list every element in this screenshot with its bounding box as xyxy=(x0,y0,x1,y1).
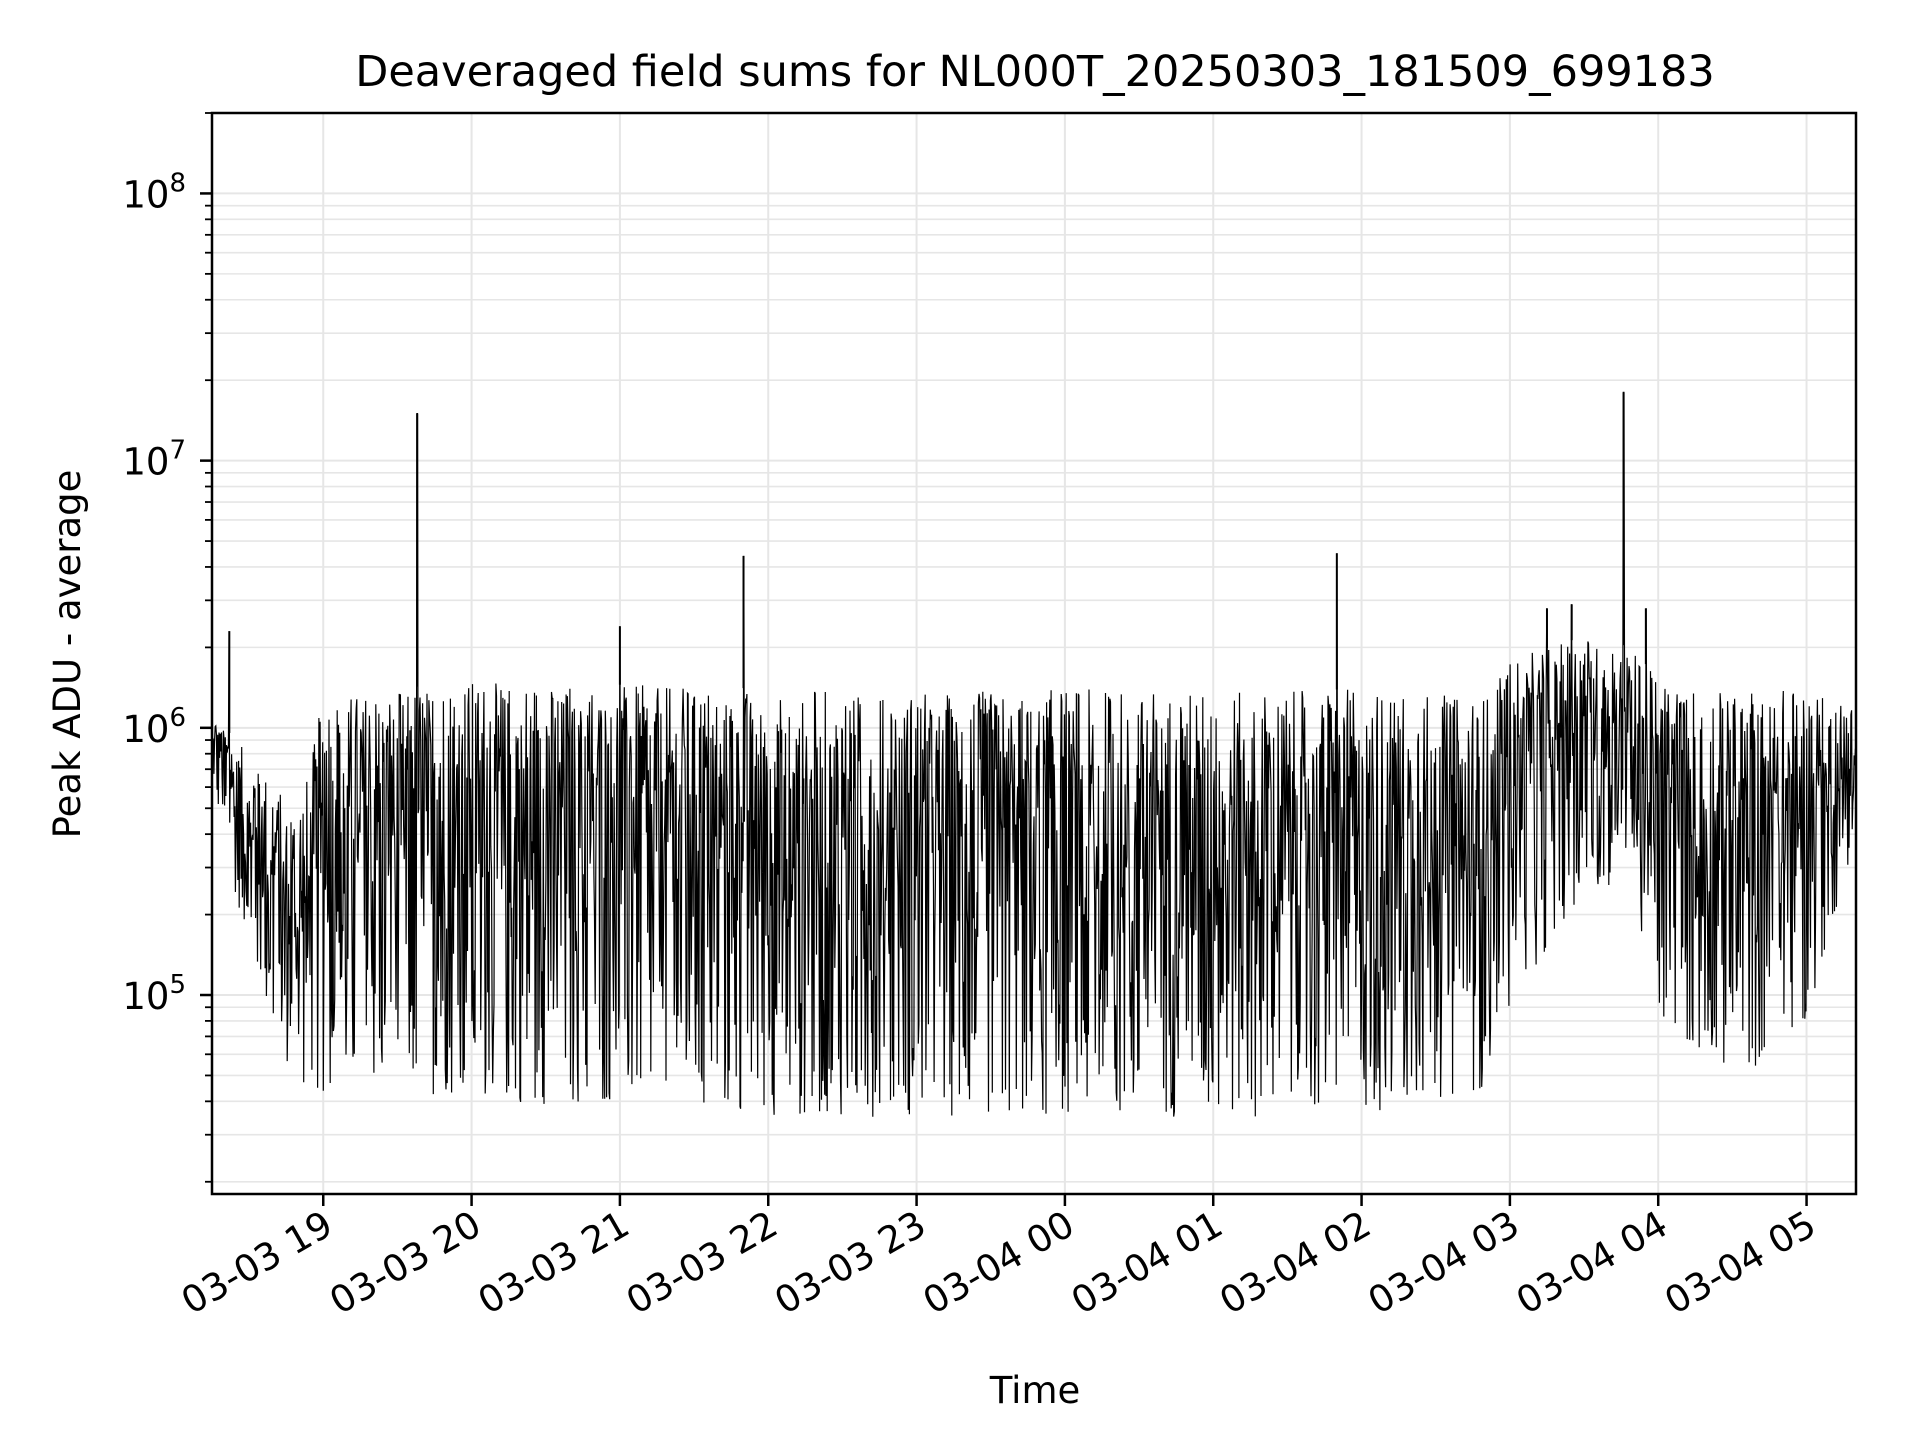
y-tick-label: 107 xyxy=(122,436,186,484)
y-tick-label: 105 xyxy=(122,970,186,1018)
y-tick-label: 106 xyxy=(122,703,186,751)
y-tick-label: 108 xyxy=(122,168,186,216)
y-axis-label: Peak ADU - average xyxy=(46,470,89,839)
series-line xyxy=(211,391,1857,1117)
chart-title: Deaveraged field sums for NL000T_2025030… xyxy=(355,47,1715,97)
series-layer xyxy=(211,391,1857,1117)
y-axis: 105 106 107 108 xyxy=(122,112,212,1183)
x-axis-label: Time xyxy=(989,1369,1081,1412)
plot-frame xyxy=(210,111,1858,1196)
